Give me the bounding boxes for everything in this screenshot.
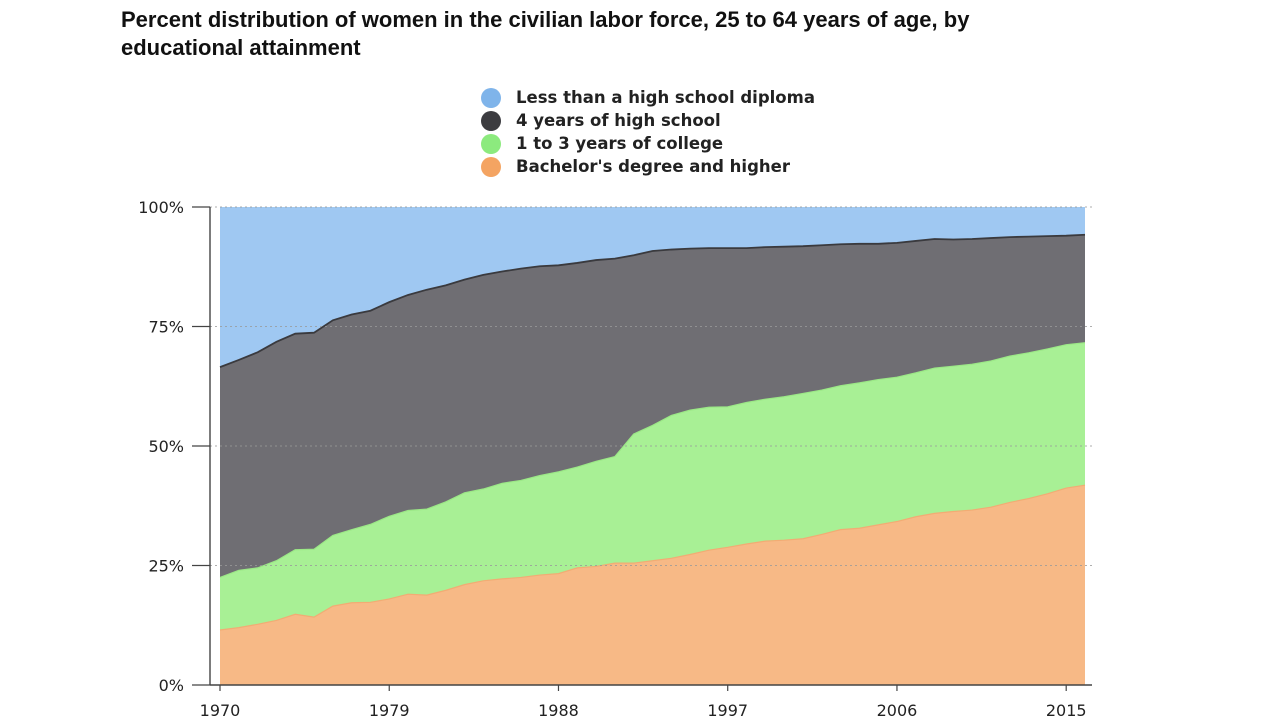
legend-swatch-one-to-three-years-college xyxy=(481,133,501,154)
y-tick-label-50: 50% xyxy=(148,437,184,456)
legend-swatch-less-than-high-school xyxy=(481,87,501,108)
y-tick-label-25: 25% xyxy=(148,557,184,576)
y-tick-label-0: 0% xyxy=(159,676,184,695)
x-tick-label-1970: 1970 xyxy=(200,701,241,720)
chart-legend: Less than a high school diploma 4 years … xyxy=(481,86,815,178)
y-tick-label-75: 75% xyxy=(148,318,184,337)
x-tick-label-2006: 2006 xyxy=(877,701,918,720)
legend-label-one-to-three-years-college: 1 to 3 years of college xyxy=(516,134,724,153)
line-1-to-3-years-of-college xyxy=(219,342,1086,579)
legend-label-less-than-high-school: Less than a high school diploma xyxy=(516,88,815,107)
x-tick-label-1997: 1997 xyxy=(707,701,748,720)
x-tick-label-2015: 2015 xyxy=(1046,701,1087,720)
legend-label-bachelors-and-higher: Bachelor's degree and higher xyxy=(516,157,790,176)
legend-item-one-to-three-years-college[interactable]: 1 to 3 years of college xyxy=(481,132,815,155)
legend-item-four-years-high-school[interactable]: 4 years of high school xyxy=(481,109,815,132)
chart-title: Percent distribution of women in the civ… xyxy=(121,7,970,60)
line-4-years-of-high-school xyxy=(219,233,1086,368)
legend-item-less-than-high-school[interactable]: Less than a high school diploma xyxy=(481,86,815,109)
x-tick-label-1988: 1988 xyxy=(538,701,579,720)
legend-label-four-years-high-school: 4 years of high school xyxy=(516,111,721,130)
line-bachelor-s-degree-and-higher xyxy=(219,484,1086,631)
x-tick-label-1979: 1979 xyxy=(369,701,410,720)
area-bachelor-s-degree-and-higher xyxy=(220,485,1085,685)
legend-swatch-four-years-high-school xyxy=(481,110,501,131)
legend-item-bachelors-and-higher[interactable]: Bachelor's degree and higher xyxy=(481,155,815,178)
y-tick-label-100: 100% xyxy=(138,198,184,217)
legend-swatch-bachelors-and-higher xyxy=(481,156,501,177)
